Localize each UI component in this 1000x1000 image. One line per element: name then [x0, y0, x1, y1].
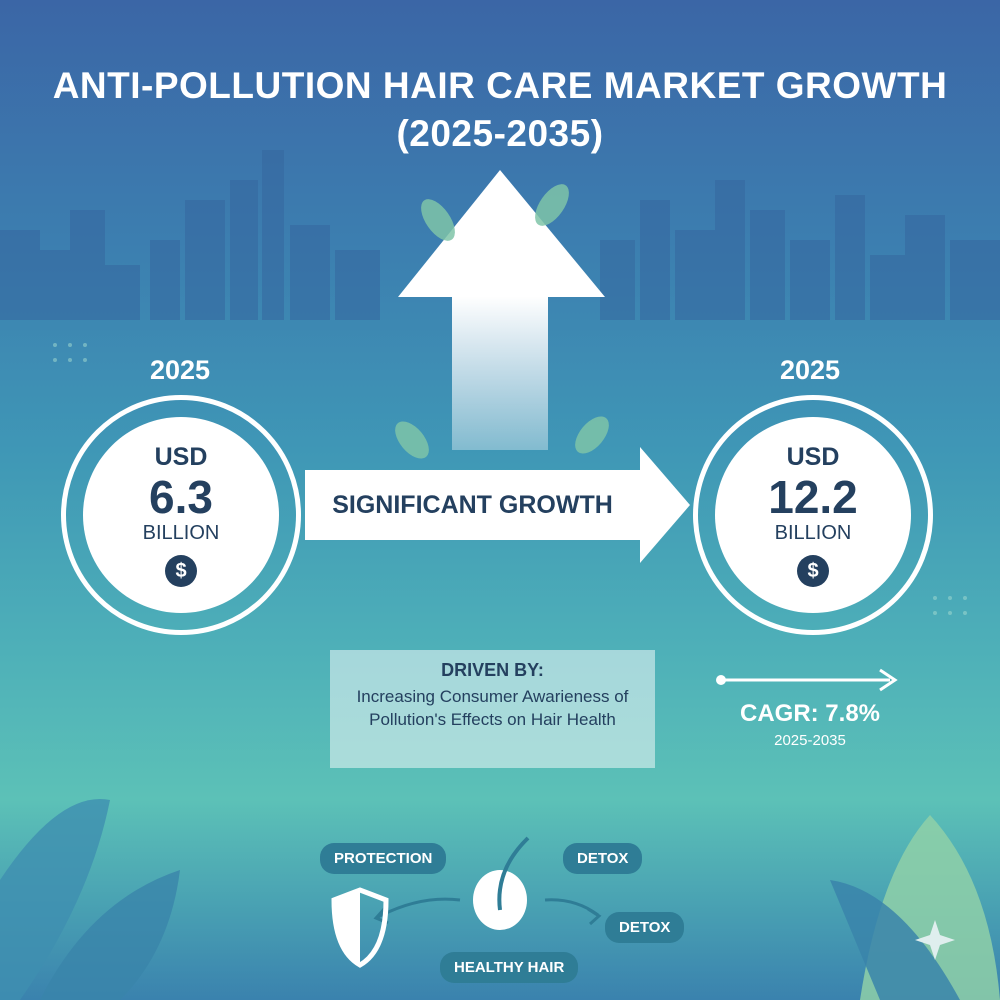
- left-value: 6.3: [149, 471, 213, 523]
- left-year: 2025: [149, 355, 211, 385]
- driven-by-text: Increasing Consumer Awarieness of Pollut…: [356, 687, 629, 729]
- right-arrow: [305, 447, 690, 563]
- driven-by-box: DRIVEN BY: Increasing Consumer Awarienes…: [330, 650, 655, 768]
- healthy-hair-bubble: HEALTHY HAIR: [440, 952, 579, 983]
- dollar-icon: $: [797, 555, 829, 587]
- protection-bubble: PROTECTION: [320, 843, 447, 874]
- dollar-icon: $: [165, 555, 197, 587]
- driven-by-heading: DRIVEN BY:: [441, 660, 544, 680]
- left-unit: BILLION: [142, 522, 220, 544]
- right-year: 2025: [779, 355, 841, 385]
- page-title: ANTI-POLLUTION HAIR CARE MARKET GROWTH (…: [52, 65, 948, 154]
- cagr-arrow: [716, 668, 898, 692]
- right-value: 12.2: [768, 471, 858, 523]
- sparkle-icon: [915, 920, 955, 960]
- cagr-label: CAGR: 7.8%: [739, 700, 881, 727]
- city-skyline: [0, 150, 1000, 320]
- cagr-period: 2025-2035: [774, 732, 846, 749]
- large-leaves: [0, 799, 1000, 1000]
- right-unit: BILLION: [774, 522, 852, 544]
- detox-bubble-right: DETOX: [605, 912, 685, 943]
- healthy-hair-diagram: [331, 836, 602, 968]
- up-arrow: [398, 170, 605, 450]
- growth-label: SIGNIFICANT GROWTH: [332, 490, 613, 519]
- decorative-dots: [53, 343, 967, 615]
- leaf-icons: [395, 184, 609, 459]
- left-currency: USD: [154, 443, 208, 471]
- right-currency: USD: [786, 443, 840, 471]
- detox-bubble-top: DETOX: [563, 843, 643, 874]
- right-stat-circle: USD 12.2 BILLION $: [693, 395, 933, 635]
- left-stat-circle: USD 6.3 BILLION $: [61, 395, 301, 635]
- cagr-block: CAGR: 7.8% 2025-2035: [700, 700, 920, 749]
